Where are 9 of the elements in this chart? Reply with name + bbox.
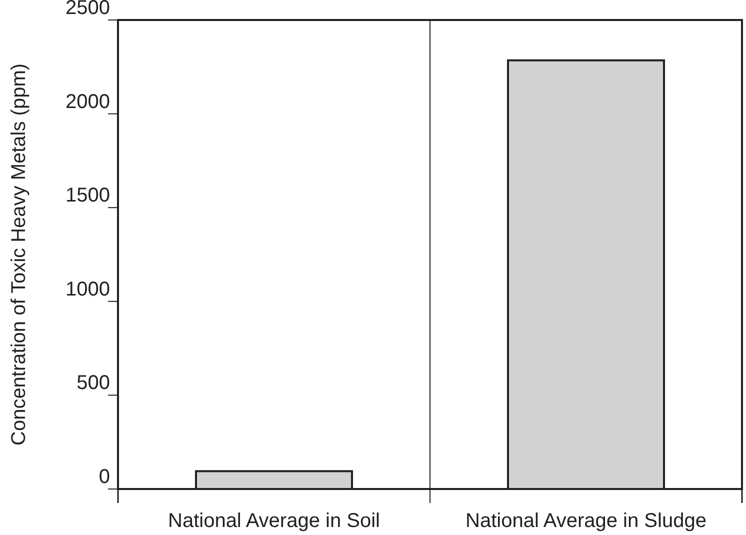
y-tick-label: 0 [98, 466, 110, 488]
y-tick-label: 1000 [66, 278, 110, 300]
y-tick-label: 2000 [66, 90, 110, 113]
y-tick-label: 2500 [66, 0, 110, 19]
x-tick-label: National Average in Sludge [466, 510, 706, 532]
y-tick-label: 1500 [66, 184, 110, 207]
y-tick-label: 500 [76, 372, 110, 394]
x-tick-label: National Average in Soil [168, 510, 380, 532]
y-axis-title: Concentration of Toxic Heavy Metals (ppm) [8, 63, 30, 446]
